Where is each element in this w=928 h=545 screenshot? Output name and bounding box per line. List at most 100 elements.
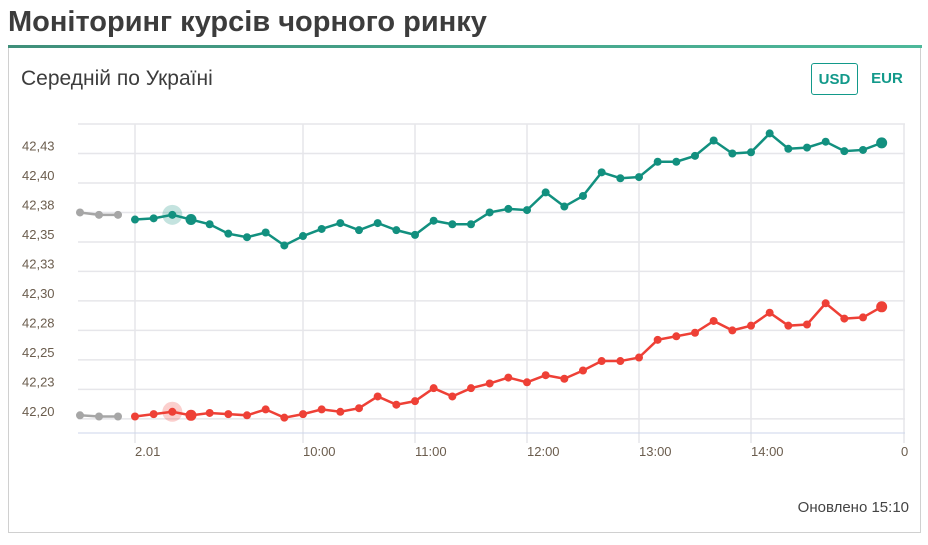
data-point-eur — [579, 366, 587, 375]
data-point-eur — [859, 313, 867, 322]
data-point-eur — [448, 392, 457, 401]
x-tick-label: 13:00 — [639, 444, 672, 459]
data-point-usd — [373, 219, 382, 228]
data-point-usd — [131, 215, 139, 224]
data-point-eur — [467, 384, 475, 393]
data-point-usd — [185, 214, 197, 226]
data-point-usd — [784, 144, 793, 153]
previous-day-point-eur — [114, 412, 122, 421]
data-point-eur — [616, 357, 625, 366]
x-tick-label: 0 — [901, 444, 908, 459]
data-point-usd — [355, 226, 363, 235]
data-point-eur — [392, 400, 401, 409]
data-point-eur — [168, 407, 177, 416]
data-point-usd — [859, 145, 867, 154]
data-point-eur — [149, 410, 158, 419]
y-tick-label: 42,40 — [22, 168, 55, 183]
data-point-eur — [299, 410, 307, 419]
data-point-usd — [261, 228, 270, 237]
data-point-eur — [803, 320, 811, 329]
data-point-eur — [840, 314, 849, 323]
title-underline — [8, 45, 922, 48]
x-tick-label: 2.01 — [135, 444, 160, 459]
data-point-eur — [876, 301, 888, 313]
data-point-usd — [317, 224, 326, 233]
data-point-eur — [728, 326, 737, 335]
x-tick-label: 14:00 — [751, 444, 784, 459]
y-tick-label: 42,38 — [22, 197, 55, 212]
data-point-usd — [485, 208, 494, 217]
data-point-usd — [149, 214, 158, 223]
data-point-eur — [261, 405, 270, 414]
data-point-usd — [504, 204, 513, 213]
data-point-eur — [691, 328, 699, 337]
x-tick-label: 11:00 — [415, 444, 447, 459]
y-tick-label: 42,25 — [22, 345, 55, 360]
data-point-usd — [635, 173, 643, 182]
data-point-usd — [224, 229, 233, 238]
data-point-usd — [579, 191, 587, 200]
data-point-usd — [467, 220, 475, 229]
data-point-eur — [821, 299, 830, 308]
data-point-eur — [243, 411, 251, 420]
data-point-usd — [803, 143, 811, 152]
data-point-usd — [560, 202, 569, 211]
data-point-eur — [560, 374, 569, 383]
data-point-usd — [672, 157, 681, 166]
data-point-eur — [541, 371, 550, 380]
data-point-usd — [243, 233, 251, 242]
data-point-eur — [205, 408, 214, 417]
y-tick-label: 42,23 — [22, 374, 55, 389]
data-point-usd — [205, 220, 214, 229]
data-point-usd — [523, 206, 531, 215]
data-point-eur — [672, 332, 681, 341]
data-point-eur — [224, 410, 233, 419]
data-point-eur — [280, 413, 289, 422]
data-point-eur — [635, 353, 643, 362]
page-title: Моніторинг курсів чорного ринку — [8, 6, 487, 38]
data-point-eur — [765, 308, 774, 317]
data-point-eur — [597, 357, 606, 366]
currency-button-eur[interactable]: EUR — [871, 70, 903, 87]
y-tick-label: 42,30 — [22, 286, 55, 301]
data-point-usd — [728, 149, 737, 158]
data-point-usd — [747, 148, 755, 157]
data-point-usd — [616, 174, 625, 183]
y-tick-label: 42,33 — [22, 256, 55, 271]
x-tick-label: 12:00 — [527, 444, 560, 459]
data-point-eur — [317, 405, 326, 414]
series-line-usd — [134, 131, 883, 247]
data-point-eur — [373, 392, 382, 401]
data-point-usd — [840, 147, 849, 156]
previous-day-point-eur — [76, 411, 84, 420]
data-point-usd — [765, 129, 774, 138]
data-point-eur — [131, 412, 139, 421]
data-point-usd — [299, 232, 307, 241]
data-point-eur — [185, 409, 197, 421]
updated-time: Оновлено 15:10 — [797, 499, 909, 516]
x-tick-label: 10:00 — [303, 444, 336, 459]
data-point-eur — [523, 378, 531, 387]
chart-subtitle: Середній по Україні — [21, 67, 213, 90]
previous-day-point-usd — [76, 208, 84, 217]
previous-day-point-eur — [95, 412, 103, 421]
data-point-eur — [784, 321, 793, 330]
data-point-usd — [280, 241, 289, 250]
previous-day-point-usd — [114, 210, 122, 219]
data-point-eur — [429, 384, 438, 393]
data-point-usd — [709, 136, 718, 145]
currency-button-usd[interactable]: USD — [811, 63, 858, 95]
data-point-usd — [429, 216, 438, 225]
data-point-usd — [541, 188, 550, 197]
data-point-usd — [448, 220, 457, 229]
data-point-usd — [392, 226, 401, 235]
data-point-eur — [504, 373, 513, 382]
y-tick-label: 42,20 — [22, 404, 55, 419]
data-point-eur — [336, 407, 345, 416]
data-point-usd — [653, 157, 662, 166]
chart-card — [8, 48, 921, 533]
previous-day-point-usd — [95, 210, 103, 219]
data-point-usd — [336, 219, 345, 228]
data-point-usd — [411, 230, 419, 239]
